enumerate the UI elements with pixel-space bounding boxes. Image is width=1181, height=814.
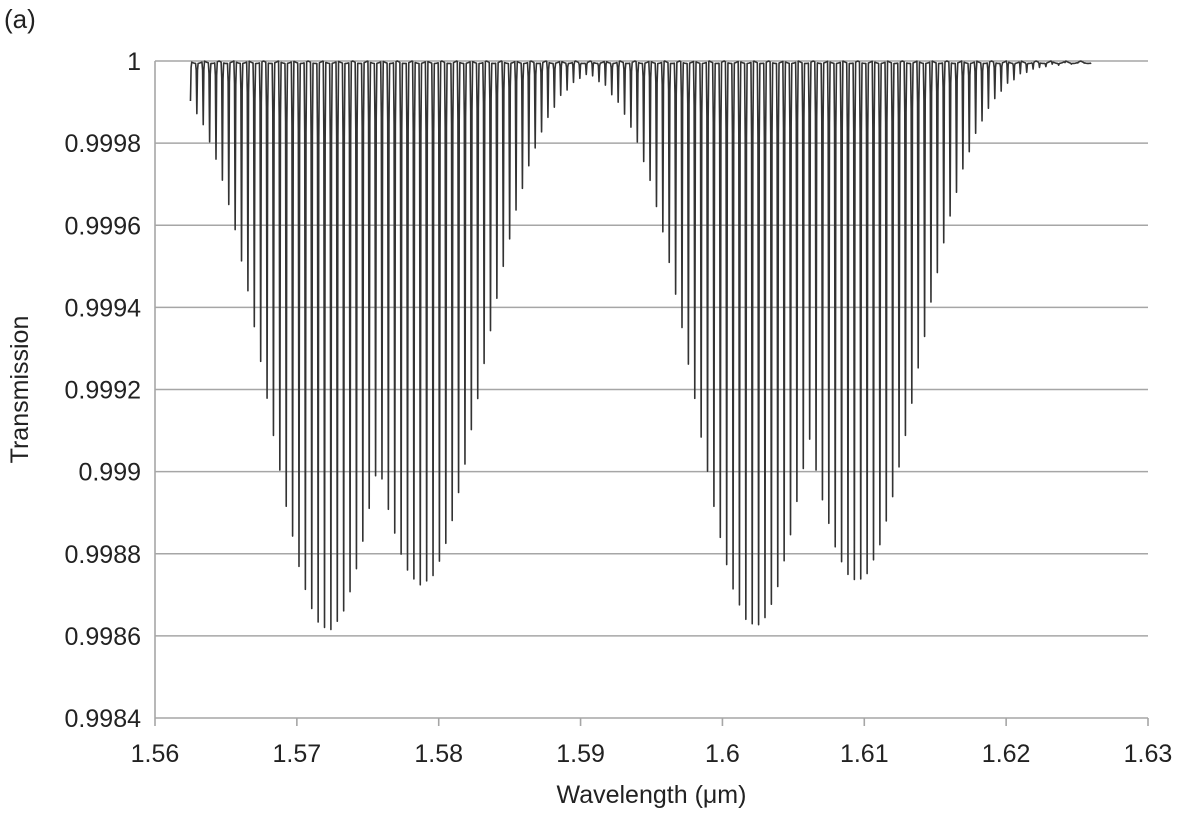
x-tick-label-5: 1.61 [840,740,889,768]
y-tick-label-3: 0.999 [78,459,141,487]
x-tick-label-6: 1.62 [982,740,1031,768]
y-tick-label-1: 0.9986 [65,623,141,651]
x-tick-label-4: 1.6 [705,740,740,768]
y-tick-labels: 0.9984 0.9986 0.9988 0.999 0.9992 0.9994 0.999… [65,48,142,733]
x-tick-label-0: 1.56 [131,740,180,768]
y-tick-label-0: 0.9984 [65,705,142,733]
y-tick-label-4: 0.9992 [65,377,141,405]
y-axis-title: Transmission [6,316,34,464]
gridlines [155,60,1148,637]
transmission-line [189,60,1092,631]
x-tick-label-2: 1.58 [414,740,463,768]
axes [154,61,1149,726]
x-tick-labels: 1.56 1.57 1.58 1.59 1.6 1.61 1.62 1.63 [131,740,1173,768]
x-tick-label-3: 1.59 [556,740,605,768]
y-tick-label-2: 0.9988 [65,541,141,569]
x-tick-label-1: 1.57 [273,740,322,768]
y-tick-label-7: 0.9998 [65,130,141,158]
x-axis-title: Wavelength (μm) [557,781,747,809]
transmission-series [189,60,1092,631]
y-tick-label-8: 1 [127,48,141,76]
panel-label: (a) [4,4,36,34]
y-tick-label-5: 0.9994 [65,294,142,322]
x-tick-label-7: 1.63 [1124,740,1173,768]
y-tick-label-6: 0.9996 [65,212,141,240]
